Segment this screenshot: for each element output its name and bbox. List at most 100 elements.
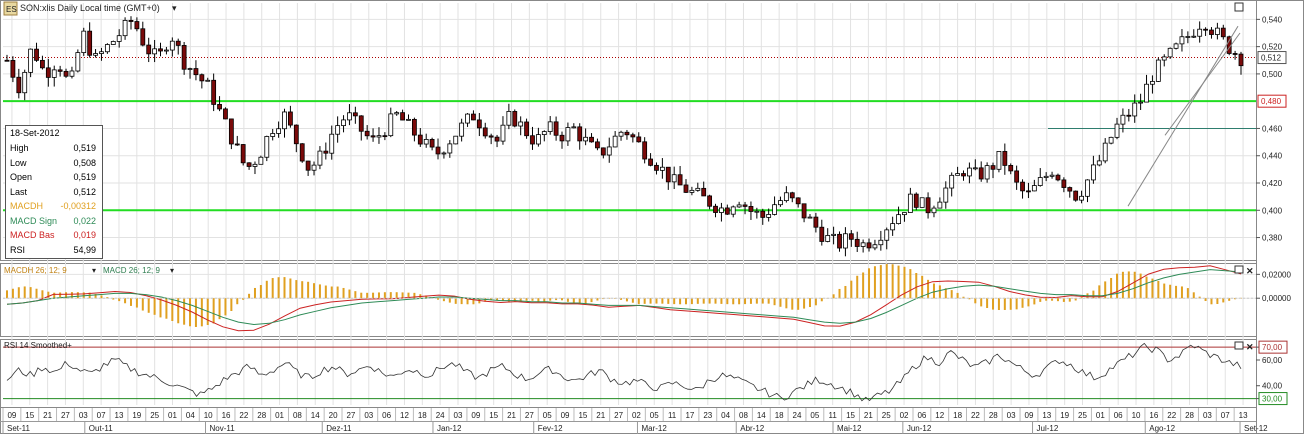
macdh-bar (1062, 298, 1065, 302)
info-rows: High 0,519 Low 0,508 Open 0,519 Last 0,512 MACDH… (6, 141, 102, 257)
macdh-bar (372, 292, 375, 299)
candle-body (435, 146, 441, 155)
y-tick-label: 0,400 (1262, 206, 1283, 215)
candle-body (453, 135, 459, 145)
x-tick-label: 05 (543, 411, 552, 420)
macdh-bar (53, 292, 56, 299)
candle-body (500, 124, 506, 142)
candle-body (22, 71, 28, 94)
candle-body (51, 69, 57, 78)
candle-body (1203, 28, 1208, 31)
x-tick-label: 28 (1185, 411, 1194, 420)
macdh-bar (643, 298, 646, 304)
candle-body (252, 163, 258, 167)
macd-panel-controls[interactable]: ✕ (1234, 265, 1254, 276)
macdh-bar (389, 292, 392, 299)
x-tick-label: 12 (935, 411, 944, 420)
macdh-bar (11, 288, 14, 299)
candle-body (565, 127, 571, 142)
candle-body (589, 136, 594, 143)
candle-body (323, 150, 329, 154)
candle-body (57, 69, 63, 72)
level-price-label: 0,480 (1261, 97, 1282, 106)
caret-down-icon[interactable]: ▾ (172, 3, 177, 13)
maximize-icon[interactable] (1234, 2, 1244, 12)
macdh-bar (218, 298, 221, 320)
x-axis-layer: 09 15 21 27 03 07 13 19 25 01 04 10 16 22 28 01 08 14 20 27… (0, 408, 1268, 434)
candle-body (276, 128, 281, 134)
candle-body (264, 136, 270, 158)
macdh-bar (631, 298, 634, 303)
x-tick-label: 01 (275, 411, 284, 420)
candle-body (902, 212, 907, 216)
macdh-bar (578, 298, 581, 305)
candle-body (193, 68, 199, 76)
x-month-label: Mar-12 (641, 424, 667, 433)
macdh-dropdown-icon[interactable]: ▾ (92, 266, 96, 275)
candle-body (807, 216, 813, 219)
x-tick-label: 15 (578, 411, 587, 420)
close-icon[interactable]: ✕ (1246, 266, 1254, 276)
candle-body (913, 193, 919, 208)
x-tick-label: 01 (168, 411, 177, 420)
macdh-bar (395, 292, 398, 299)
info-row-value: 0,519 (73, 172, 96, 182)
macdh-bar (437, 298, 440, 300)
candle-body (843, 233, 848, 249)
macdh-bar (454, 298, 457, 304)
candle-body (1185, 36, 1191, 38)
minimize-icon[interactable] (1234, 265, 1244, 274)
candle-body (541, 131, 547, 136)
x-tick-label: 22 (239, 411, 248, 420)
candle-body (81, 30, 87, 53)
macdh-bar (472, 298, 475, 305)
close-icon[interactable]: ✕ (1246, 342, 1254, 352)
macdh-bar (100, 295, 103, 299)
macdh-bar (1192, 292, 1195, 299)
macdh-bar (637, 298, 640, 304)
macdh-bar (596, 298, 599, 301)
macdh-bar (460, 298, 463, 305)
macdh-bar (413, 292, 416, 299)
candle-body (547, 121, 553, 132)
macdh-bar (992, 298, 995, 310)
x-tick-label: 25 (1078, 411, 1087, 420)
rsi-panel-controls[interactable]: ✕ (1234, 341, 1254, 352)
candle-body (234, 143, 240, 146)
macdh-bar (814, 298, 817, 306)
x-tick-label: 02 (900, 411, 909, 420)
info-row: MACD Bas 0,019 (6, 228, 102, 243)
candle-body (1073, 190, 1079, 201)
macdh-bar (797, 298, 800, 310)
macdh-bar (897, 265, 900, 299)
macdh-bar (1045, 298, 1048, 301)
macdh-bar (1003, 298, 1006, 310)
candle-body (388, 113, 394, 137)
price-panel-controls[interactable] (1234, 2, 1244, 12)
info-row: Low 0,508 (6, 156, 102, 171)
x-tick-label: 19 (132, 411, 141, 420)
macdh-bar (112, 298, 115, 300)
candle-body (1067, 187, 1073, 192)
candle-body (335, 125, 341, 135)
info-box: 18-Set-2012 High 0,519 Low 0,508 Open 0,519 La… (5, 125, 103, 259)
x-tick-label: 04 (186, 411, 195, 420)
minimize-icon[interactable] (1234, 341, 1244, 350)
candle-body (205, 79, 211, 82)
macdh-bar (35, 288, 38, 299)
macdh-bar (744, 298, 747, 305)
macd-dropdown-icon[interactable]: ▾ (170, 266, 174, 275)
macdh-bar (714, 298, 717, 304)
candle-body (228, 118, 234, 145)
x-month-label: Out-11 (89, 424, 113, 433)
macdh-bar (702, 298, 705, 304)
candle-body (689, 189, 695, 193)
macdh-bar (307, 281, 310, 299)
candle-body (937, 201, 943, 209)
macdh-bar (572, 298, 575, 304)
candle-body (571, 126, 577, 129)
macdh-bar (177, 298, 180, 324)
macdh-bar (838, 288, 841, 299)
info-row-label: Open (10, 172, 33, 182)
candle-body (87, 30, 93, 56)
